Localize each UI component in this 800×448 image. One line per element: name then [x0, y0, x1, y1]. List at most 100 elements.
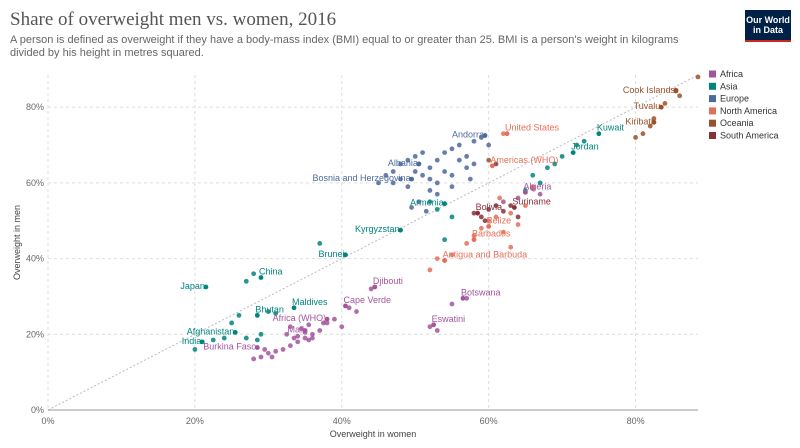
- data-point[interactable]: [287, 324, 293, 330]
- data-point[interactable]: [478, 225, 484, 231]
- data-point[interactable]: [295, 333, 301, 339]
- data-point[interactable]: [471, 233, 477, 239]
- legend-label[interactable]: Asia: [720, 81, 738, 91]
- data-point[interactable]: [254, 337, 260, 343]
- data-point[interactable]: [427, 188, 433, 193]
- data-point[interactable]: [398, 176, 403, 182]
- data-point[interactable]: [434, 206, 440, 212]
- data-point[interactable]: [471, 210, 477, 216]
- data-point[interactable]: [412, 153, 418, 159]
- data-point[interactable]: [284, 331, 290, 337]
- data-point[interactable]: [405, 157, 411, 163]
- data-point[interactable]: [420, 150, 425, 155]
- legend-label[interactable]: Africa: [720, 69, 743, 79]
- data-point[interactable]: [581, 138, 587, 144]
- data-point[interactable]: [265, 350, 271, 356]
- data-point[interactable]: [287, 343, 293, 349]
- legend-label[interactable]: Europe: [720, 94, 749, 104]
- data-point[interactable]: [596, 131, 602, 137]
- data-point[interactable]: [273, 348, 279, 354]
- data-point[interactable]: [662, 100, 668, 106]
- data-point[interactable]: [199, 339, 205, 345]
- data-point[interactable]: [343, 252, 348, 258]
- legend-label[interactable]: North America: [720, 106, 777, 116]
- data-point[interactable]: [339, 324, 345, 330]
- data-point[interactable]: [464, 165, 470, 171]
- data-point[interactable]: [262, 347, 268, 352]
- data-point[interactable]: [221, 335, 227, 341]
- data-point[interactable]: [203, 284, 209, 290]
- data-point[interactable]: [306, 337, 312, 343]
- owid-logo[interactable]: Our World in Data: [745, 10, 791, 42]
- data-point[interactable]: [416, 161, 422, 167]
- data-point[interactable]: [434, 180, 440, 186]
- data-point[interactable]: [431, 322, 436, 328]
- data-point[interactable]: [486, 224, 492, 229]
- data-point[interactable]: [310, 331, 315, 337]
- data-point[interactable]: [321, 320, 326, 326]
- data-point[interactable]: [317, 328, 323, 333]
- data-point[interactable]: [677, 93, 683, 99]
- data-point[interactable]: [673, 88, 679, 94]
- data-point[interactable]: [515, 214, 521, 220]
- data-point[interactable]: [471, 161, 477, 167]
- data-point[interactable]: [258, 331, 264, 337]
- data-point[interactable]: [409, 176, 414, 182]
- data-point[interactable]: [449, 146, 455, 152]
- data-point[interactable]: [442, 237, 448, 243]
- data-point[interactable]: [251, 271, 257, 277]
- data-point[interactable]: [508, 203, 514, 208]
- data-point[interactable]: [232, 330, 238, 335]
- data-point[interactable]: [651, 116, 657, 121]
- data-point[interactable]: [449, 172, 455, 178]
- data-point[interactable]: [306, 322, 312, 328]
- data-point[interactable]: [210, 337, 216, 343]
- data-point[interactable]: [497, 195, 503, 201]
- data-point[interactable]: [269, 354, 275, 360]
- data-point[interactable]: [651, 119, 657, 125]
- data-point[interactable]: [523, 203, 528, 208]
- data-point[interactable]: [442, 150, 448, 155]
- data-point[interactable]: [530, 184, 536, 190]
- data-point[interactable]: [390, 169, 396, 174]
- data-point[interactable]: [368, 286, 374, 292]
- data-point[interactable]: [427, 267, 433, 273]
- data-point[interactable]: [559, 153, 565, 159]
- data-point[interactable]: [464, 153, 470, 159]
- data-point[interactable]: [486, 206, 492, 212]
- data-point[interactable]: [508, 210, 514, 216]
- data-point[interactable]: [398, 161, 403, 167]
- data-point[interactable]: [475, 210, 481, 216]
- data-point[interactable]: [449, 252, 455, 258]
- data-point[interactable]: [243, 278, 249, 284]
- data-point[interactable]: [523, 189, 528, 195]
- data-point[interactable]: [482, 133, 488, 138]
- data-point[interactable]: [254, 345, 260, 350]
- data-point[interactable]: [442, 201, 448, 207]
- data-point[interactable]: [486, 142, 492, 148]
- data-point[interactable]: [515, 222, 521, 227]
- data-point[interactable]: [574, 142, 580, 148]
- data-point[interactable]: [258, 275, 264, 280]
- data-point[interactable]: [442, 258, 448, 263]
- data-point[interactable]: [449, 184, 455, 190]
- data-point[interactable]: [511, 205, 517, 210]
- data-point[interactable]: [434, 256, 440, 261]
- data-point[interactable]: [478, 135, 484, 140]
- data-point[interactable]: [464, 295, 470, 301]
- data-point[interactable]: [295, 339, 301, 345]
- data-point[interactable]: [537, 180, 543, 186]
- data-point[interactable]: [390, 180, 396, 186]
- data-point[interactable]: [243, 335, 249, 341]
- data-point[interactable]: [570, 150, 576, 155]
- data-point[interactable]: [236, 312, 242, 318]
- data-point[interactable]: [449, 301, 455, 307]
- data-point[interactable]: [482, 218, 488, 224]
- data-point[interactable]: [317, 241, 323, 246]
- data-point[interactable]: [537, 191, 543, 197]
- data-point[interactable]: [405, 184, 411, 190]
- data-point[interactable]: [310, 335, 315, 341]
- data-point[interactable]: [640, 131, 646, 137]
- data-point[interactable]: [434, 191, 440, 197]
- data-point[interactable]: [416, 199, 422, 205]
